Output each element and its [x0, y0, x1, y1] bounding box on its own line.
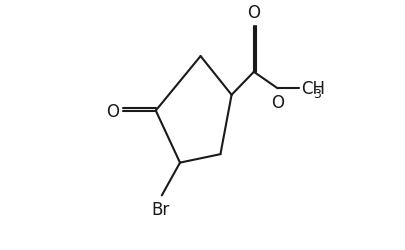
Text: O: O [247, 4, 260, 22]
Text: O: O [105, 102, 118, 120]
Text: 3: 3 [313, 88, 320, 101]
Text: O: O [271, 93, 284, 111]
Text: Br: Br [151, 200, 169, 218]
Text: CH: CH [300, 80, 324, 98]
